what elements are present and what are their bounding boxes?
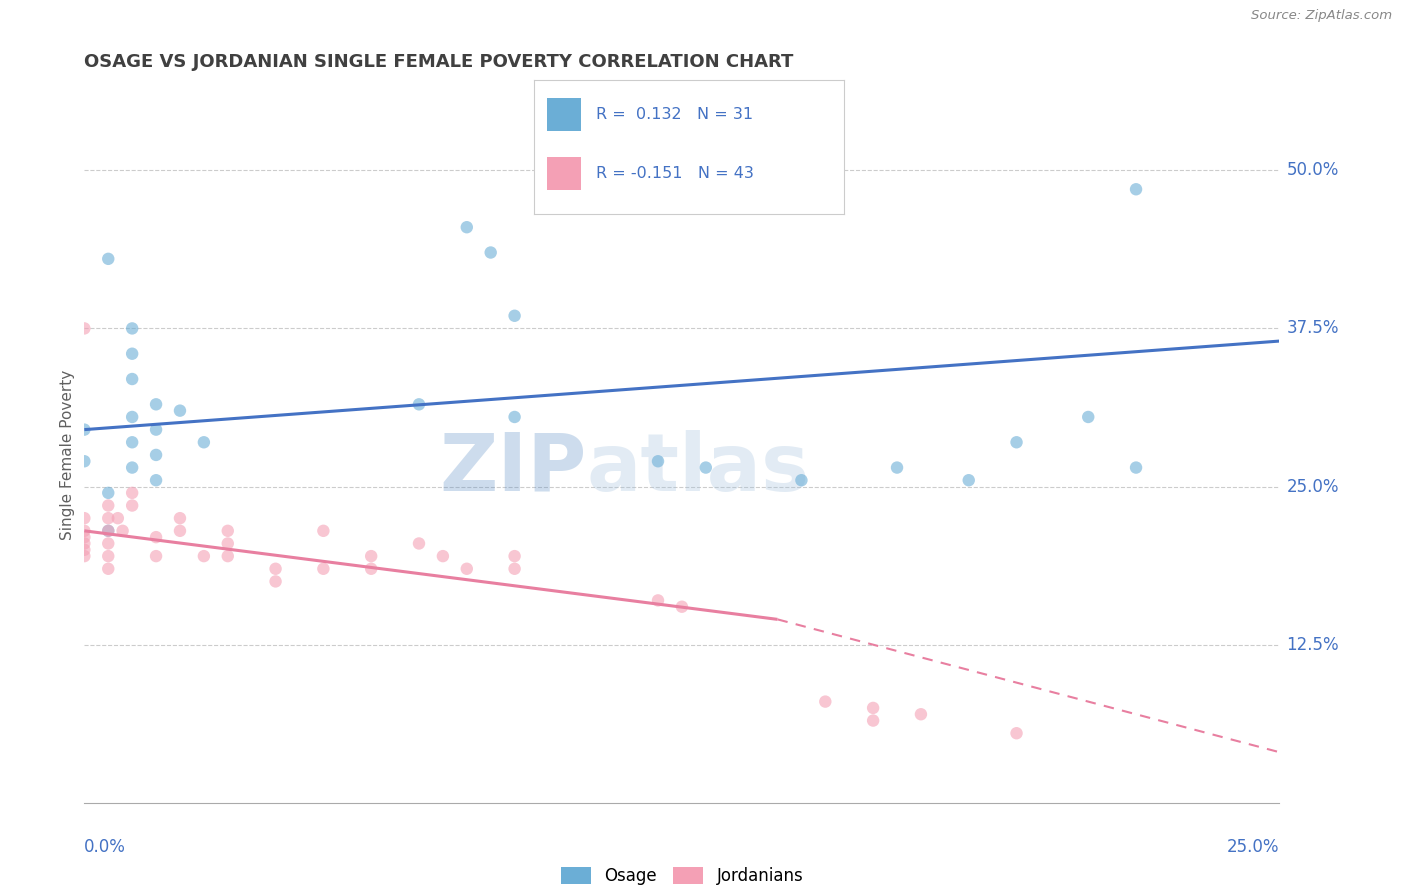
Point	[97, 511, 120, 525]
Point	[73, 549, 96, 563]
Text: Source: ZipAtlas.com: Source: ZipAtlas.com	[1251, 9, 1392, 22]
Text: OSAGE VS JORDANIAN SINGLE FEMALE POVERTY CORRELATION CHART: OSAGE VS JORDANIAN SINGLE FEMALE POVERTY…	[84, 54, 794, 71]
Point	[73, 321, 96, 335]
Point	[121, 321, 143, 335]
Legend: Osage, Jordanians: Osage, Jordanians	[554, 861, 810, 892]
Point	[360, 549, 382, 563]
Point	[121, 372, 143, 386]
Point	[910, 707, 932, 722]
Point	[1125, 460, 1147, 475]
Text: R =  0.132   N = 31: R = 0.132 N = 31	[596, 107, 754, 122]
Point	[145, 473, 167, 487]
Point	[312, 524, 335, 538]
Point	[1005, 435, 1028, 450]
Point	[97, 524, 120, 538]
Text: 37.5%: 37.5%	[1286, 319, 1339, 337]
Point	[360, 562, 382, 576]
Point	[456, 562, 478, 576]
Point	[647, 454, 669, 468]
Point	[264, 562, 287, 576]
Point	[97, 252, 120, 266]
Point	[73, 511, 96, 525]
Point	[121, 409, 143, 424]
FancyBboxPatch shape	[547, 157, 581, 190]
Text: 25.0%: 25.0%	[1286, 477, 1339, 496]
Point	[1005, 726, 1028, 740]
Point	[671, 599, 693, 614]
Point	[408, 536, 430, 550]
Point	[73, 542, 96, 557]
Text: R = -0.151   N = 43: R = -0.151 N = 43	[596, 166, 754, 181]
Point	[814, 695, 837, 709]
Point	[121, 460, 143, 475]
Point	[503, 409, 526, 424]
Point	[408, 397, 430, 411]
Point	[73, 524, 96, 538]
Point	[503, 309, 526, 323]
Text: atlas: atlas	[586, 430, 810, 508]
Point	[217, 536, 239, 550]
Point	[121, 435, 143, 450]
Point	[97, 486, 120, 500]
Y-axis label: Single Female Poverty: Single Female Poverty	[60, 370, 75, 540]
Point	[121, 486, 143, 500]
Point	[456, 220, 478, 235]
Point	[73, 423, 96, 437]
Point	[145, 549, 167, 563]
Point	[97, 536, 120, 550]
Point	[264, 574, 287, 589]
Point	[73, 530, 96, 544]
Point	[862, 701, 884, 715]
FancyBboxPatch shape	[547, 98, 581, 131]
Point	[1125, 182, 1147, 196]
Point	[107, 511, 129, 525]
Text: 12.5%: 12.5%	[1286, 636, 1339, 654]
Point	[169, 403, 191, 417]
Point	[217, 524, 239, 538]
Point	[111, 524, 134, 538]
Point	[73, 536, 96, 550]
Point	[145, 530, 167, 544]
Point	[862, 714, 884, 728]
Point	[886, 460, 908, 475]
Point	[97, 549, 120, 563]
Point	[217, 549, 239, 563]
Point	[790, 473, 813, 487]
Point	[121, 499, 143, 513]
Point	[73, 454, 96, 468]
Point	[503, 549, 526, 563]
Point	[479, 245, 502, 260]
Point	[169, 511, 191, 525]
Point	[193, 435, 215, 450]
Point	[145, 423, 167, 437]
Point	[97, 562, 120, 576]
Point	[1077, 409, 1099, 424]
Point	[647, 593, 669, 607]
Point	[957, 473, 980, 487]
Point	[145, 397, 167, 411]
Point	[695, 460, 717, 475]
Point	[503, 562, 526, 576]
Text: 0.0%: 0.0%	[84, 838, 127, 856]
Point	[432, 549, 454, 563]
Point	[169, 524, 191, 538]
Text: 25.0%: 25.0%	[1227, 838, 1279, 856]
Point	[97, 524, 120, 538]
Text: 50.0%: 50.0%	[1286, 161, 1339, 179]
Point	[312, 562, 335, 576]
Point	[97, 499, 120, 513]
Point	[121, 347, 143, 361]
Point	[193, 549, 215, 563]
Text: ZIP: ZIP	[439, 430, 586, 508]
Point	[145, 448, 167, 462]
